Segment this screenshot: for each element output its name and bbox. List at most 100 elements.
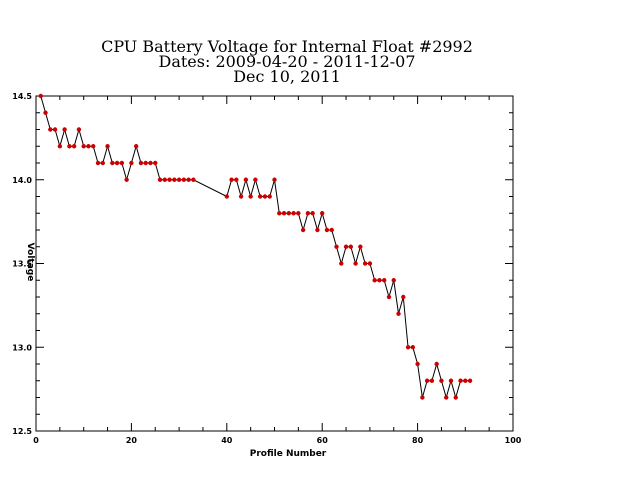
data-point	[410, 345, 416, 350]
data-point	[358, 244, 363, 249]
data-point	[362, 261, 368, 266]
data-point	[253, 177, 258, 182]
x-axis-ticks: 0 20 40 60 80 100	[33, 96, 522, 445]
y-tick-label: 14.0	[12, 176, 32, 185]
x-tick-label: 0	[33, 436, 39, 445]
data-point	[238, 194, 244, 199]
chart-title-line-1: CPU Battery Voltage for Internal Float #…	[101, 37, 473, 56]
data-point	[367, 261, 373, 266]
data-point	[100, 160, 105, 166]
data-point	[86, 144, 91, 149]
y-axis-ticks: 12.5 13.0 13.5 14.0 14.5	[12, 92, 513, 436]
data-point	[38, 93, 43, 99]
data-point	[248, 194, 253, 199]
data-markers	[38, 93, 473, 400]
data-point	[310, 211, 315, 216]
data-point	[57, 144, 63, 149]
data-point	[110, 160, 115, 166]
data-point	[334, 244, 339, 249]
data-point	[129, 160, 134, 166]
data-point	[48, 127, 53, 132]
data-point	[382, 278, 387, 283]
data-point	[95, 160, 101, 166]
data-point	[257, 194, 263, 199]
x-tick-label: 100	[505, 436, 522, 445]
data-point	[138, 160, 144, 166]
data-point	[243, 177, 249, 182]
data-point	[119, 160, 125, 166]
x-axis-label: Profile Number	[250, 449, 327, 459]
data-point	[62, 127, 67, 132]
series-line	[40, 95, 471, 400]
y-axis-label: Voltage	[25, 243, 35, 282]
data-point	[133, 144, 139, 149]
data-point	[296, 211, 301, 216]
x-tick-label: 60	[317, 436, 329, 445]
data-point	[448, 378, 454, 383]
data-point	[434, 361, 439, 367]
data-point	[401, 294, 406, 300]
data-point	[300, 227, 306, 233]
data-point	[67, 144, 72, 149]
data-point	[229, 177, 234, 182]
data-point	[181, 177, 187, 182]
data-point	[391, 278, 396, 283]
data-point	[114, 160, 120, 166]
data-point	[291, 211, 296, 216]
data-point	[191, 177, 196, 182]
data-point	[186, 177, 191, 182]
data-point	[234, 177, 239, 182]
data-point	[52, 127, 58, 132]
data-point	[76, 127, 82, 132]
data-point	[176, 177, 182, 182]
y-tick-label: 13.0	[12, 343, 32, 352]
data-point	[148, 160, 153, 166]
data-point	[267, 194, 272, 199]
data-point	[439, 378, 444, 383]
data-point	[386, 294, 392, 300]
data-point	[453, 395, 458, 400]
chart-title-line-2: Dates: 2009-04-20 - 2011-12-07	[158, 52, 415, 71]
data-point	[458, 378, 463, 383]
data-point	[162, 177, 167, 182]
data-point	[281, 211, 287, 216]
data-point	[396, 311, 401, 316]
data-point	[315, 227, 320, 233]
data-point	[372, 278, 377, 283]
data-point	[324, 227, 330, 233]
y-tick-label: 13.5	[12, 260, 32, 269]
data-point	[105, 144, 110, 149]
data-point	[377, 278, 382, 283]
data-point	[262, 194, 268, 199]
x-tick-label: 80	[412, 436, 424, 445]
data-point	[224, 194, 229, 199]
data-point	[124, 177, 129, 182]
data-point	[329, 227, 334, 233]
data-point	[272, 177, 277, 182]
data-point	[420, 395, 425, 400]
x-tick-label: 40	[221, 436, 233, 445]
data-point	[320, 211, 325, 216]
data-point	[71, 144, 77, 149]
data-point	[157, 177, 163, 182]
data-point	[172, 177, 177, 182]
data-point	[444, 395, 449, 400]
data-point	[339, 261, 344, 266]
data-point	[91, 144, 96, 149]
data-point	[81, 144, 86, 149]
data-point	[167, 177, 172, 182]
data-point	[353, 261, 358, 266]
data-point	[467, 378, 473, 383]
data-point	[415, 361, 420, 367]
data-point	[277, 211, 282, 216]
chart-title-line-3: Dec 10, 2011	[233, 67, 341, 86]
data-point	[429, 378, 435, 383]
data-point	[43, 110, 48, 115]
y-tick-label: 12.5	[12, 427, 32, 436]
data-point	[424, 378, 430, 383]
data-point	[463, 378, 468, 383]
data-point	[143, 160, 148, 166]
data-point	[343, 244, 349, 249]
y-tick-label: 14.5	[12, 92, 32, 101]
